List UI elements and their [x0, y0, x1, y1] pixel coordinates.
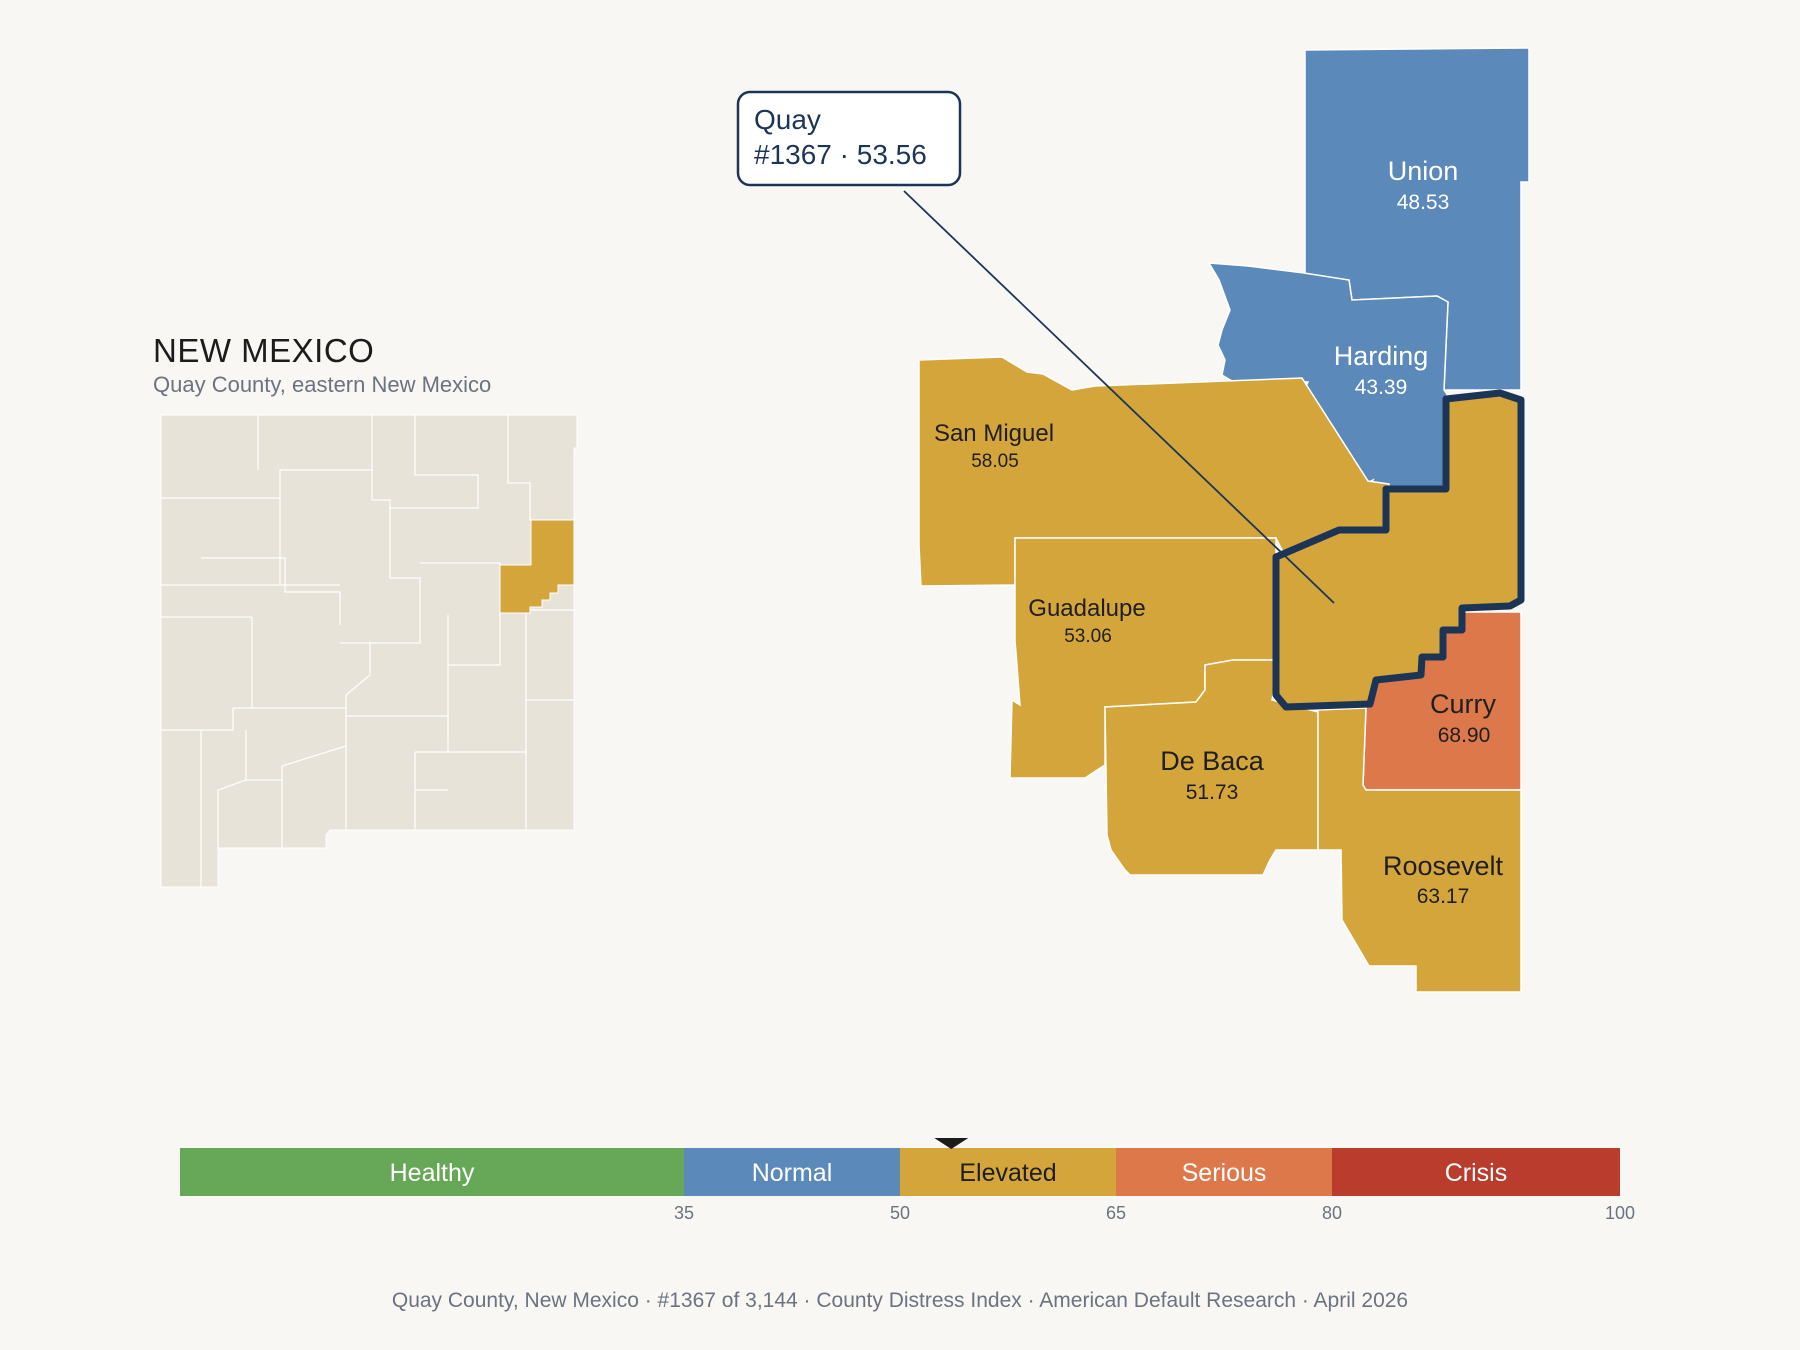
legend-label-serious: Serious — [1182, 1159, 1267, 1187]
county-label-union: Union — [1388, 156, 1459, 186]
legend-tick-50: 50 — [890, 1203, 910, 1223]
legend-label-elevated: Elevated — [959, 1159, 1056, 1187]
legend-label-healthy: Healthy — [390, 1159, 475, 1187]
legend-label-crisis: Crisis — [1445, 1159, 1508, 1187]
footer-credits: Quay County, New Mexico · #1367 of 3,144… — [392, 1289, 1408, 1312]
county-value-harding: 43.39 — [1355, 376, 1408, 399]
county-label-guadalupe: Guadalupe — [1028, 595, 1145, 622]
callout-rank-score: #1367 · 53.56 — [754, 139, 927, 170]
county-value-guadalupe: 53.06 — [1064, 626, 1112, 647]
county-labels: Union 48.53 Harding 43.39 San Miguel 58.… — [934, 156, 1504, 908]
county-value-roosevelt: 63.17 — [1417, 885, 1470, 908]
legend-band-serious — [1116, 1148, 1332, 1196]
legend-tick-80: 80 — [1322, 1203, 1342, 1223]
legend-tick-35: 35 — [674, 1203, 694, 1223]
score-marker-icon — [934, 1138, 969, 1149]
inset-locator: NEW MEXICO Quay County, eastern New Mexi… — [153, 332, 578, 888]
quay-callout: Quay #1367 · 53.56 — [736, 90, 1335, 604]
legend-band-elevated — [900, 1148, 1116, 1196]
county-value-union: 48.53 — [1397, 191, 1450, 214]
county-label-san-miguel: San Miguel — [934, 420, 1054, 447]
callout-leader-line — [903, 190, 1335, 604]
callout-county-name: Quay — [754, 104, 821, 135]
county-label-curry: Curry — [1430, 689, 1496, 719]
county-value-de-baca: 51.73 — [1186, 781, 1239, 804]
inset-state-shape — [160, 414, 578, 888]
county-label-harding: Harding — [1334, 341, 1429, 371]
county-roosevelt[interactable] — [1317, 707, 1522, 993]
inset-county-borders — [161, 415, 574, 887]
inset-title: NEW MEXICO — [153, 332, 374, 369]
inset-quay-highlight — [499, 519, 575, 614]
county-map — [918, 47, 1530, 993]
legend-band-healthy — [180, 1148, 684, 1196]
callout-box — [736, 90, 962, 187]
county-label-de-baca: De Baca — [1160, 746, 1265, 776]
county-value-san-miguel: 58.05 — [971, 451, 1019, 472]
legend-band-normal — [684, 1148, 900, 1196]
legend-label-normal: Normal — [752, 1159, 833, 1187]
legend-tick-65: 65 — [1106, 1203, 1126, 1223]
legend-band-crisis — [1332, 1148, 1620, 1196]
legend-tick-100: 100 — [1605, 1203, 1635, 1223]
county-quay[interactable] — [1272, 389, 1525, 711]
inset-subtitle: Quay County, eastern New Mexico — [153, 372, 491, 397]
county-label-roosevelt: Roosevelt — [1383, 851, 1504, 881]
distress-scale-legend: Healthy Normal Elevated Serious Crisis 35 50 6… — [180, 1138, 1635, 1223]
county-value-curry: 68.90 — [1438, 724, 1491, 747]
